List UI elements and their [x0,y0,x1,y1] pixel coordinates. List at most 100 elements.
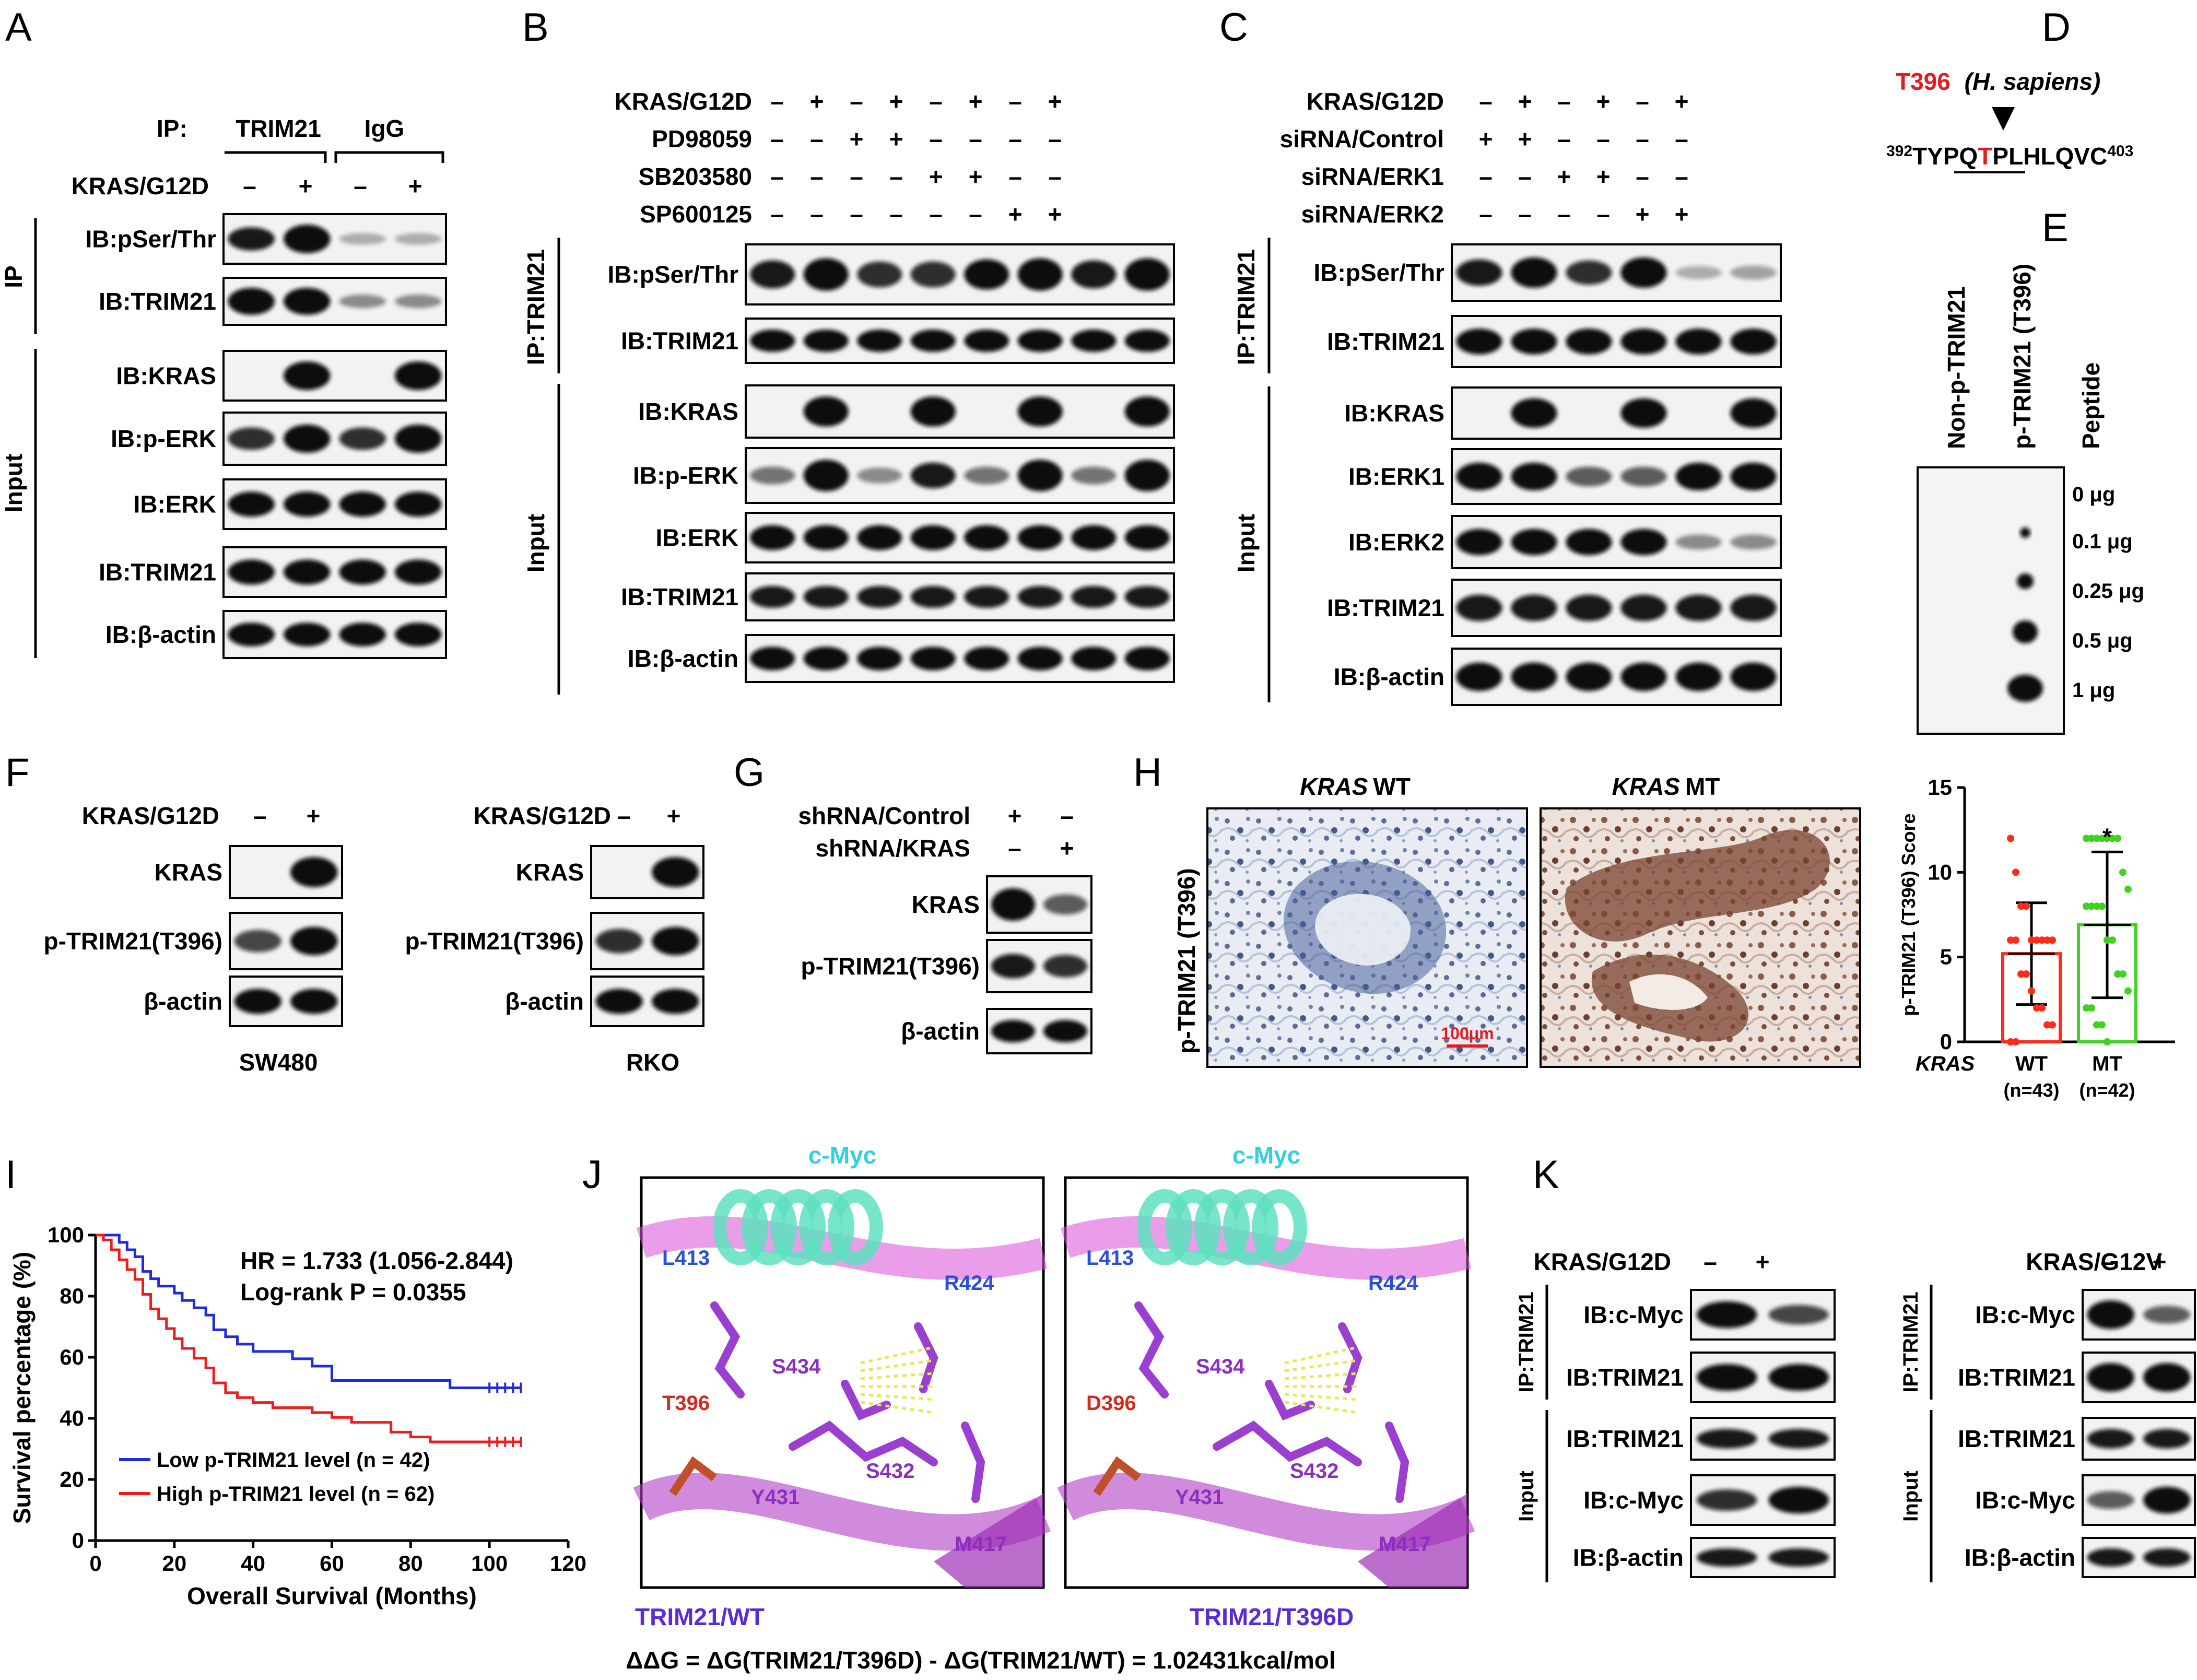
sign: – [1636,88,1649,115]
blot-label: p-TRIM21(T396) [801,953,980,980]
blot-band [750,525,795,550]
blot-band [1566,260,1612,285]
sign: – [1675,163,1688,190]
sign: – [929,88,943,115]
blot-band [1017,460,1063,491]
blot-6: IB:β-actin [1334,648,1782,706]
data-point [2007,936,2014,944]
condition-label: SB203580 [639,163,752,190]
sign: + [889,125,903,152]
blot-label: β-actin [144,988,222,1015]
annotation: Log-rank P = 0.0355 [240,1278,466,1306]
residue-stick [789,1420,938,1466]
residue-stick [841,1380,891,1421]
sign: – [354,172,367,199]
sign: + [889,88,903,115]
blot-band [1768,1486,1829,1514]
section-ip: IP:TRIM21 [1232,249,1260,365]
blot-band [1017,585,1063,608]
sign: – [889,201,903,228]
sign: – [770,125,784,152]
blot-band [1675,463,1722,490]
blot-band [284,361,331,390]
sign: + [1060,835,1074,862]
blot-g12d-2: IB:TRIM21 [1566,1417,1836,1461]
sign: – [253,802,267,829]
helix-turn [1194,1189,1250,1265]
blot-band [1675,662,1722,691]
blot-band [395,425,442,453]
sign: – [810,163,824,190]
blot-g12d-1: IB:TRIM21 [1566,1352,1836,1403]
protein-sheet [934,1494,1043,1588]
blot-band [284,559,331,585]
sign: + [810,88,824,115]
blot-band [910,585,956,608]
sign: + [667,802,681,829]
sign: + [1596,163,1611,190]
species: (H. sapiens) [1965,68,2101,95]
amount-label: 0.5 μg [2072,629,2133,652]
residue-stick [961,1421,985,1503]
blot-band [1124,525,1170,550]
sign: – [969,201,982,228]
y-tick-label: 10 [1928,860,1952,884]
blot-band [228,491,275,517]
blot-band [910,261,956,288]
blot-band [1768,1429,1829,1449]
data-point [2109,835,2116,842]
blot-label: IB:pSer/Thr [608,261,739,288]
blot-label: IB:TRIM21 [621,327,738,355]
amount-label: 1 μg [2072,679,2115,702]
structure-t396d: c-Myc L413 R424 S434 S432 Y431 M417 D396 [1057,1142,1475,1589]
data-point [2033,936,2040,944]
col-non-p-trim21: Non-p-TRIM21 [1943,286,1970,449]
blot-label: IB:p-ERK [111,425,216,452]
sign: – [1636,163,1649,190]
blot-band [1675,534,1722,550]
residue-label: S432 [866,1460,914,1483]
blot-band [1511,257,1557,288]
hbond [860,1372,934,1380]
blot-band [991,1020,1035,1042]
blot-band [910,330,956,352]
blot-band [228,427,275,450]
blot-g12d-0: IB:c-Myc [1583,1289,1836,1341]
blot-1: IB:TRIM21 [621,318,1175,364]
panel-f-letter: F [5,750,29,795]
sign: – [1518,201,1532,228]
data-point [2033,1004,2040,1012]
residue-stick [914,1322,938,1393]
x-tick-label: 60 [320,1551,344,1576]
blot-band [991,888,1035,921]
blot-band [284,225,331,253]
blot-rko-1: p-TRIM21(T396) [405,912,704,970]
blot-band [991,954,1035,979]
col-p-trim21: p-TRIM21 (T396) [2008,264,2036,449]
blot-label: IB:c-Myc [1975,1301,2075,1329]
sign: + [307,802,321,829]
blot-band [1675,266,1722,279]
panel-g: G shRNA/Control + – shRNA/KRAS – + KRAS p-TRIM… [734,750,1092,1054]
blot-band [228,288,275,315]
panel-a-letter: A [5,5,32,50]
blot-band [284,622,331,647]
blot-1: p-TRIM21(T396) [801,939,1092,993]
caption-wt: TRIM21/WT [635,1603,765,1630]
sign: – [1048,125,1062,152]
blot-rko-0: KRAS [516,845,704,899]
blot-band [803,460,849,491]
blot-label: IB:TRIM21 [1958,1425,2075,1452]
panel-b: B KRAS/G12D – + – + – + – +PD98059– – + + – – – –SB2035… [522,5,1175,695]
sign: + [2153,1248,2167,1275]
blot-membrane [1451,515,1782,569]
blot-band [284,288,331,315]
blot-band [228,622,275,647]
blot-3: IB:p-ERK [111,412,447,466]
blot-membrane [1451,315,1782,368]
blot-band [1620,466,1667,487]
hbond [860,1401,934,1414]
x-tick-label: 100 [471,1551,508,1576]
data-point [2119,868,2126,876]
sign: – [929,201,943,228]
